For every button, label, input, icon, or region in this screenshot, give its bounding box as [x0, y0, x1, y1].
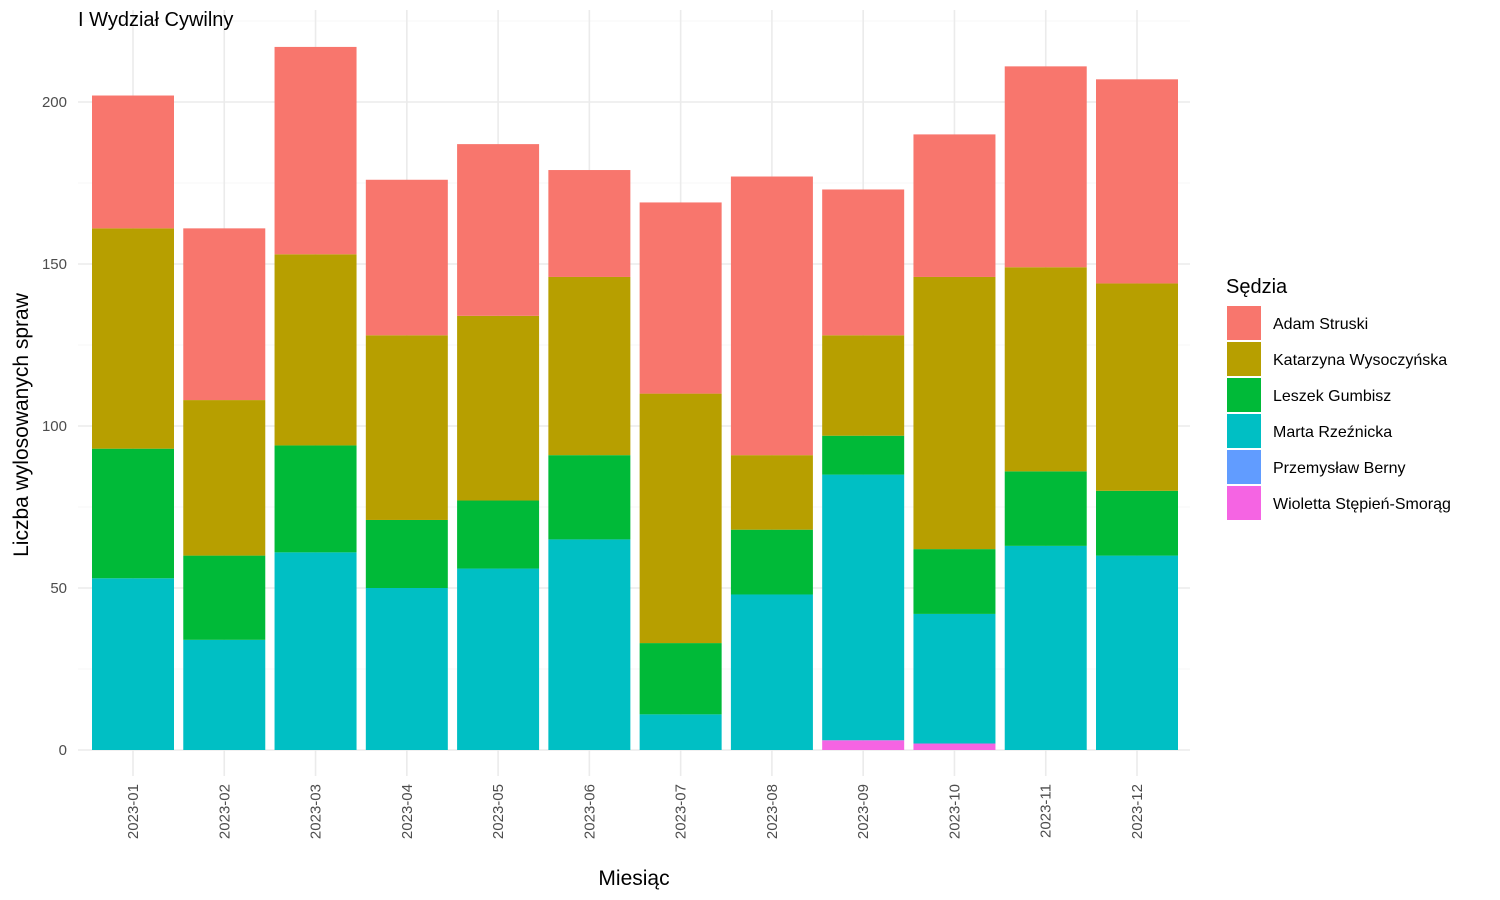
bar-2023-04-katarzyna-wysoczyńska [365, 335, 448, 520]
legend-swatch [1227, 450, 1261, 484]
bar-2023-05-leszek-gumbisz [457, 500, 540, 569]
bar-2023-01-katarzyna-wysoczyńska [92, 228, 174, 449]
x-tick-label: 2023-06 [581, 784, 598, 839]
bar-2023-05-marta-rzeźnicka [457, 568, 540, 750]
bar-2023-12-leszek-gumbisz [1096, 490, 1178, 556]
bar-2023-02-marta-rzeźnicka [183, 639, 266, 750]
bar-2023-08-adam-struski [730, 176, 813, 456]
x-tick-label: 2023-08 [764, 784, 781, 839]
bar-2023-11-katarzyna-wysoczyńska [1004, 267, 1087, 472]
legend: Sędzia Adam Struski Katarzyna Wysoczyńska… [1226, 276, 1451, 520]
bar-2023-12-marta-rzeźnicka [1096, 555, 1178, 750]
bar-2023-07-leszek-gumbisz [639, 643, 722, 715]
bar-2023-03-adam-struski [274, 46, 357, 255]
legend-swatch [1227, 486, 1261, 520]
x-tick-label: 2023-11 [1038, 784, 1055, 838]
bar-2023-07-marta-rzeźnicka [639, 714, 722, 750]
bar-2023-02-katarzyna-wysoczyńska [183, 400, 266, 556]
bar-2023-10-katarzyna-wysoczyńska [913, 276, 996, 550]
bar-2023-09-adam-struski [822, 189, 905, 336]
bar-2023-01-marta-rzeźnicka [92, 578, 174, 750]
x-tick-label: 2023-07 [673, 784, 690, 839]
y-axis-ticks: 0 50 100 150 200 [42, 94, 67, 759]
legend-label: Marta Rzeźnicka [1273, 424, 1392, 441]
bar-2023-03-marta-rzeźnicka [274, 552, 357, 750]
x-axis-title: Miesiąc [598, 867, 669, 890]
y-axis-title: Liczba wylosowanych spraw [10, 292, 33, 557]
bar-2023-10-adam-struski [913, 134, 996, 277]
y-tick-label: 100 [42, 418, 67, 435]
bar-2023-06-adam-struski [548, 170, 631, 277]
y-tick-label: 200 [42, 94, 67, 111]
legend-label: Katarzyna Wysoczyńska [1273, 352, 1447, 369]
bar-2023-03-leszek-gumbisz [274, 445, 357, 553]
bar-2023-10-leszek-gumbisz [913, 549, 996, 614]
bar-2023-01-adam-struski [92, 95, 174, 229]
bar-2023-04-marta-rzeźnicka [365, 588, 448, 750]
bar-2023-03-katarzyna-wysoczyńska [274, 254, 357, 446]
x-tick-label: 2023-04 [399, 784, 416, 839]
bar-2023-09-leszek-gumbisz [822, 435, 905, 475]
bar-2023-11-marta-rzeźnicka [1004, 545, 1087, 750]
bar-2023-12-katarzyna-wysoczyńska [1096, 283, 1178, 491]
bars [92, 46, 1178, 750]
bar-2023-06-marta-rzeźnicka [548, 539, 631, 750]
bar-2023-10-marta-rzeźnicka [913, 613, 996, 744]
x-tick-label: 2023-12 [1129, 784, 1146, 839]
y-tick-label: 150 [42, 256, 67, 273]
legend-swatch [1227, 414, 1261, 448]
bar-2023-05-adam-struski [457, 144, 540, 316]
bar-2023-09-marta-rzeźnicka [822, 474, 905, 741]
chart-title: I Wydział Cywilny [78, 9, 233, 31]
x-tick-label: 2023-01 [125, 784, 142, 839]
legend-label: Wioletta Stępień-Smorąg [1273, 496, 1451, 513]
bar-2023-11-adam-struski [1004, 66, 1087, 268]
y-tick-label: 0 [59, 742, 67, 759]
bar-2023-10-wioletta-stępień-smorąg [913, 743, 996, 750]
x-tick-label: 2023-02 [216, 784, 233, 839]
legend-swatch [1227, 378, 1261, 412]
legend-label: Leszek Gumbisz [1273, 388, 1391, 405]
bar-2023-08-leszek-gumbisz [730, 529, 813, 595]
bar-2023-12-adam-struski [1096, 79, 1178, 284]
legend-swatch [1227, 306, 1261, 340]
x-axis-ticks: 2023-01 2023-02 2023-03 2023-04 2023-05 2023-… [125, 784, 1146, 839]
x-tick-label: 2023-05 [490, 784, 507, 839]
bar-2023-02-leszek-gumbisz [183, 555, 266, 640]
legend-items: Adam Struski Katarzyna Wysoczyńska Leszek … [1227, 306, 1451, 520]
legend-title: Sędzia [1226, 276, 1288, 298]
bar-2023-09-wioletta-stępień-smorąg [822, 740, 905, 750]
bar-2023-04-leszek-gumbisz [365, 519, 448, 588]
bar-2023-09-katarzyna-wysoczyńska [822, 335, 905, 436]
bar-2023-07-katarzyna-wysoczyńska [639, 393, 722, 644]
bar-2023-07-adam-struski [639, 202, 722, 394]
bar-2023-06-leszek-gumbisz [548, 455, 631, 540]
bar-2023-08-katarzyna-wysoczyńska [730, 455, 813, 530]
bar-2023-11-leszek-gumbisz [1004, 471, 1087, 546]
bar-2023-08-marta-rzeźnicka [730, 594, 813, 750]
bar-2023-02-adam-struski [183, 228, 266, 401]
bar-2023-06-katarzyna-wysoczyńska [548, 276, 631, 456]
bar-2023-04-adam-struski [365, 179, 448, 336]
y-tick-label: 50 [50, 580, 67, 597]
x-tick-label: 2023-09 [855, 784, 872, 839]
bar-2023-05-katarzyna-wysoczyńska [457, 315, 540, 501]
legend-label: Adam Struski [1273, 316, 1368, 333]
x-tick-label: 2023-10 [946, 784, 963, 839]
x-tick-label: 2023-03 [308, 784, 325, 839]
bar-2023-01-leszek-gumbisz [92, 448, 174, 579]
legend-swatch [1227, 342, 1261, 376]
legend-label: Przemysław Berny [1273, 460, 1405, 477]
